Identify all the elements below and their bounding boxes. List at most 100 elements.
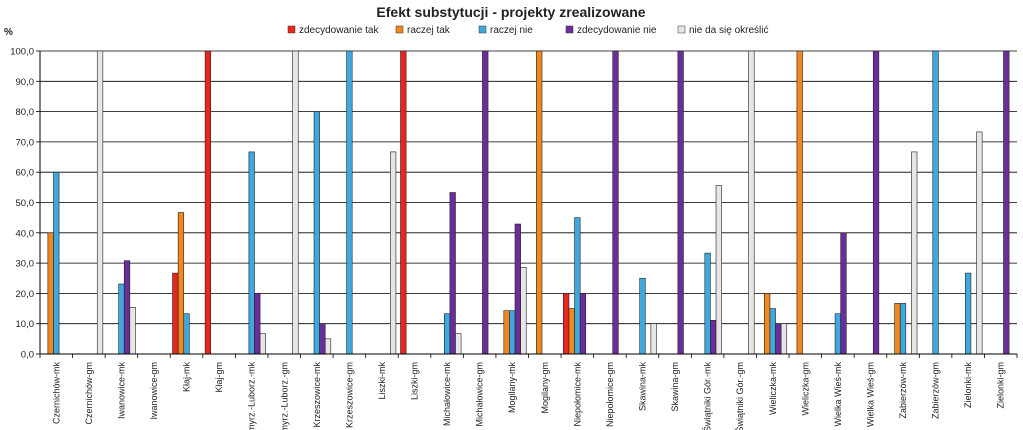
bar: [911, 151, 918, 355]
bar: [47, 232, 54, 355]
x-tick-label: Liszki-mk: [377, 362, 387, 400]
bar: [932, 50, 939, 355]
legend-label: raczej tak: [407, 25, 451, 36]
x-tick-label: Skawina-gm: [670, 362, 680, 412]
x-tick-label: Wieliczka-mk: [768, 362, 778, 415]
bar: [53, 171, 60, 355]
y-tick-label: 40,0: [16, 228, 35, 239]
bar: [324, 338, 332, 355]
bar: [482, 50, 489, 355]
x-tick-label: Niepołomice-gm: [605, 362, 615, 427]
y-tick-label: 50,0: [16, 198, 35, 209]
x-tick-label: Mogilany-mk: [507, 362, 517, 414]
bar: [172, 272, 179, 355]
bar: [899, 303, 907, 355]
x-tick-label: Skawina-mk: [637, 362, 647, 412]
x-tick-label: Michałowice-mk: [442, 362, 452, 427]
y-tick-label: 30,0: [16, 259, 35, 270]
legend-swatch: [478, 25, 487, 34]
bar: [894, 303, 901, 355]
x-tick-label: Kocmyrz.-Luborz.-gm: [279, 362, 289, 430]
bar: [292, 50, 299, 355]
bar: [118, 283, 125, 355]
bar: [259, 333, 266, 355]
x-tick-label: Zielonki-mk: [963, 362, 973, 409]
bar: [400, 50, 407, 355]
x-tick-label: Kłaj-mk: [182, 362, 192, 393]
x-tick-label: Wielka Wieś-mk: [833, 362, 843, 427]
bar: [677, 50, 684, 355]
x-tick-label: Liszki-gm: [410, 362, 420, 400]
x-tick-label: Iwanowice-gm: [149, 362, 159, 420]
bar: [449, 192, 456, 355]
x-tick-label: Mogilany-gm: [540, 362, 550, 414]
y-tick-label: 100,0: [10, 47, 34, 58]
bar: [769, 308, 776, 355]
bar: [183, 313, 190, 355]
bar: [248, 151, 255, 355]
bar: [390, 151, 397, 355]
y-tick-label: 60,0: [16, 168, 35, 179]
x-tick-label: Iwanowice-mk: [116, 362, 126, 420]
x-tick-label: Michałowice-gm: [475, 362, 485, 427]
x-tick-label: Zielonki-gm: [996, 362, 1006, 409]
legend-swatch: [677, 25, 686, 34]
y-tick-label: 20,0: [16, 289, 35, 300]
bar: [319, 323, 326, 355]
bar: [514, 223, 521, 355]
bar: [715, 185, 722, 355]
y-tick-label: 70,0: [16, 137, 35, 148]
y-axis-ticks: 0,0 10,0 20,0 30,0 40,0 50,0 60,0 70,0 80,0 90,0 1…: [10, 47, 40, 361]
bar: [313, 111, 320, 355]
bar: [780, 323, 788, 355]
bar: [840, 232, 847, 355]
bar: [563, 293, 570, 355]
bar: [254, 293, 261, 355]
bar: [536, 50, 543, 355]
x-tick-label: Czernichów-gm: [84, 362, 94, 425]
bar: [129, 307, 136, 355]
x-tick-label: Świątniki Gór.-gm: [734, 362, 745, 430]
bar: [96, 50, 104, 355]
bar: [976, 131, 983, 355]
x-tick-label: Czernichów-mk: [51, 362, 61, 425]
y-axis-unit: %: [4, 27, 13, 38]
bar: [764, 293, 771, 355]
x-tick-label: Krzeszowice-mk: [312, 362, 322, 428]
bars: [47, 50, 1010, 355]
legend: zdecydowanie tak raczej tak raczej nie zdec…: [287, 25, 768, 36]
bar: [579, 293, 587, 355]
x-tick-label: Kocmyrz.-Luborz.-mk: [247, 362, 257, 430]
y-tick-label: 80,0: [16, 107, 35, 118]
chart-title: Efekt substytucji - projekty zrealizowan…: [376, 4, 645, 20]
legend-label: raczej nie: [490, 25, 533, 36]
bar: [123, 260, 131, 355]
x-tick-label: Zabierzów-gm: [931, 362, 941, 419]
x-tick-label: Wieliczka-gm: [800, 362, 810, 416]
x-tick-label: Niepołomice-mk: [572, 362, 582, 427]
bar: [748, 50, 755, 355]
bar: [775, 323, 782, 355]
gridlines: [40, 50, 1017, 325]
bar: [834, 313, 841, 355]
bar: [574, 217, 581, 355]
bar: [639, 277, 646, 355]
bar: [704, 252, 711, 355]
x-tick-label: Krzeszowice-gm: [344, 362, 354, 428]
bar: [455, 333, 462, 355]
y-tick-label: 10,0: [16, 319, 35, 330]
bar: [650, 323, 657, 355]
bar: [503, 310, 510, 355]
legend-label: zdecydowanie nie: [577, 25, 657, 36]
x-tick-label: Wielka Wieś-gm: [865, 362, 875, 427]
bar: [1003, 50, 1010, 355]
bar: [520, 267, 527, 355]
legend-swatch: [287, 25, 296, 34]
axes: [39, 51, 1018, 358]
bar: [177, 212, 185, 355]
x-tick-label: Kłaj-gm: [214, 362, 224, 393]
y-tick-label: 0,0: [21, 350, 34, 361]
bar: [509, 310, 516, 355]
bar: [965, 272, 972, 355]
legend-swatch: [565, 25, 574, 34]
